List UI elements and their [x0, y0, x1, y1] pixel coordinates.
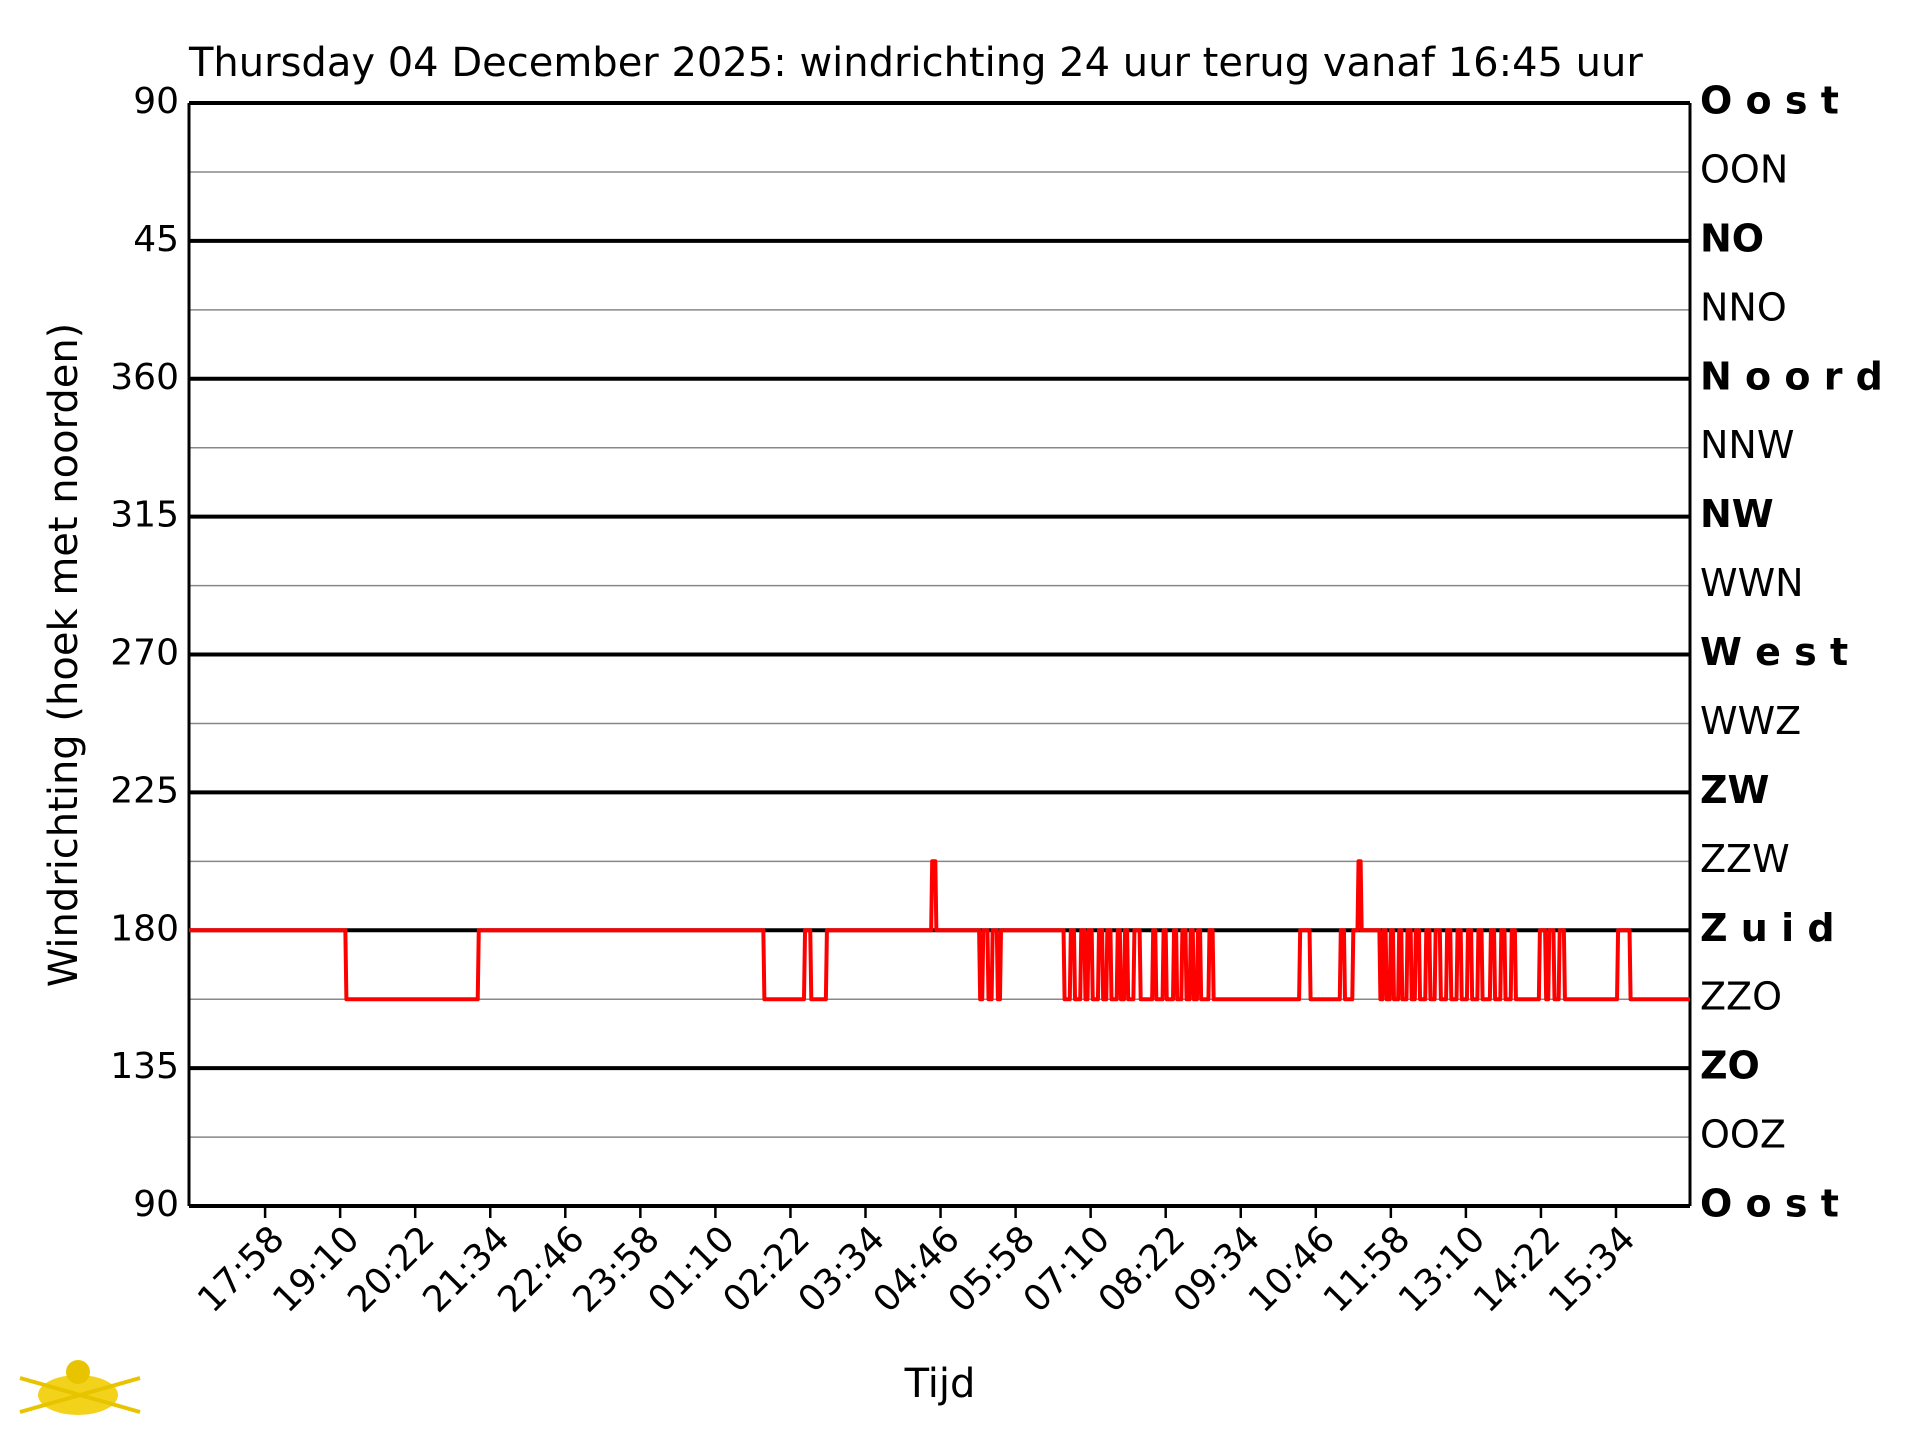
y2-tick-label: ZZW [1700, 837, 1790, 881]
logo [19, 1360, 141, 1415]
x-tick-label: 02:22 [716, 1218, 818, 1320]
y2-tick-label: ZO [1700, 1044, 1760, 1088]
x-tick-label: 13:10 [1391, 1218, 1493, 1320]
x-axis-label: Tijd [904, 1361, 976, 1407]
chart-title: Thursday 04 December 2025: windrichting … [188, 40, 1643, 86]
x-tick-label: 15:34 [1541, 1218, 1643, 1320]
y2-tick-label: NNO [1700, 285, 1787, 329]
x-tick-label: 07:10 [1016, 1218, 1118, 1320]
x-tick-label: 22:46 [490, 1218, 592, 1320]
y2-tick-label: O o s t [1700, 1182, 1839, 1226]
x-tick-label: 14:22 [1466, 1218, 1568, 1320]
y-tick-label: 90 [133, 81, 179, 122]
y2-tick-label: WWZ [1700, 699, 1801, 743]
y2-tick-label: O o s t [1700, 79, 1839, 123]
y2-tick-label: NW [1700, 492, 1774, 536]
y2-tick-label: OOZ [1700, 1113, 1786, 1157]
x-tick-label: 03:34 [791, 1218, 893, 1320]
y2-tick-label: N o o r d [1700, 354, 1883, 398]
y-tick-label: 45 [133, 219, 179, 260]
x-tick-label: 19:10 [265, 1218, 367, 1320]
x-tick-label: 20:22 [340, 1218, 442, 1320]
x-tick-label: 08:22 [1091, 1218, 1193, 1320]
y-axis-label: Windrichting (hoek met noorden) [41, 323, 87, 988]
x-tick-label: 11:58 [1316, 1218, 1418, 1320]
y-tick-label: 315 [110, 495, 179, 536]
x-tick-label: 05:58 [941, 1218, 1043, 1320]
y-tick-label: 180 [110, 908, 179, 949]
y2-tick-label: NNW [1700, 423, 1794, 467]
y2-tick-label: OON [1700, 147, 1788, 191]
y-tick-label: 135 [110, 1046, 179, 1087]
y2-tick-label: WWN [1700, 561, 1804, 605]
y2-tick-label: NO [1700, 216, 1764, 260]
x-tick-label: 17:58 [190, 1218, 292, 1320]
x-tick-label: 09:34 [1166, 1218, 1268, 1320]
y2-tick-label: Z u i d [1700, 906, 1835, 950]
x-tick-label: 23:58 [565, 1218, 667, 1320]
x-tick-label: 01:10 [640, 1218, 742, 1320]
y-tick-label: 90 [133, 1184, 179, 1225]
y-tick-label: 360 [110, 357, 179, 398]
y2-tick-label: ZZO [1700, 975, 1782, 1019]
y-tick-label: 225 [110, 770, 179, 811]
x-tick-label: 21:34 [415, 1218, 517, 1320]
wind-line [189, 859, 1690, 1002]
x-tick-label: 04:46 [866, 1218, 968, 1320]
y2-tick-label: ZW [1700, 768, 1769, 812]
y-tick-label: 270 [110, 633, 179, 674]
x-tick-label: 10:46 [1241, 1218, 1343, 1320]
y2-tick-label: W e s t [1700, 630, 1848, 674]
